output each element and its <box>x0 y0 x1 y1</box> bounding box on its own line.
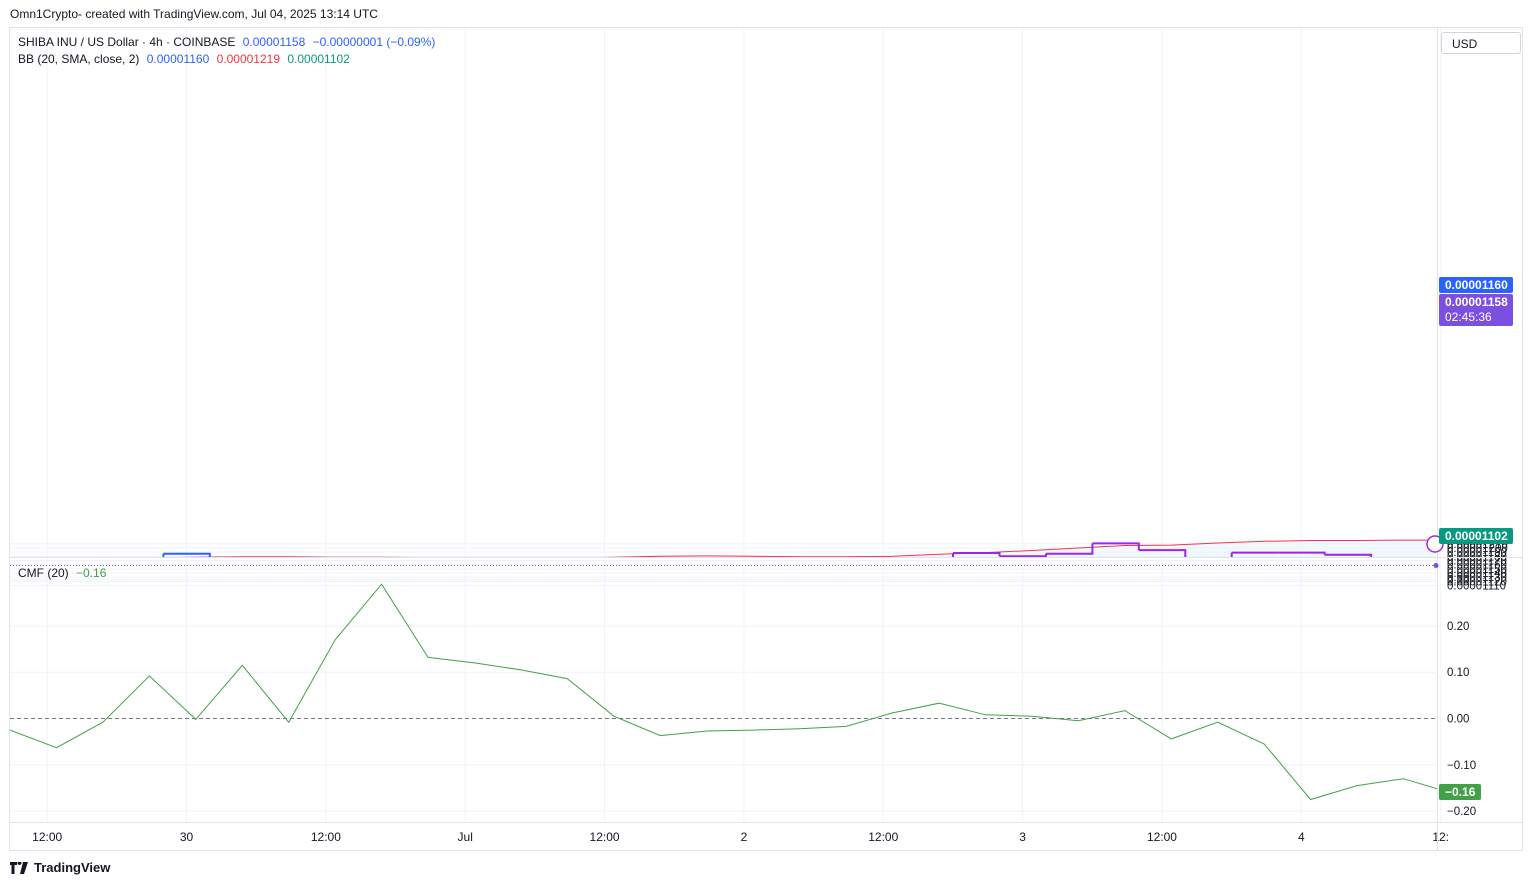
price-tag-bb-lower: 0.00001102 <box>1439 528 1513 544</box>
price-step-segment <box>952 553 954 557</box>
last-price-dot <box>1433 562 1439 568</box>
price-tag-countdown: 02:45:36 <box>1439 309 1513 326</box>
price-axis-label: 0.00001160 <box>1447 560 1507 572</box>
price-step-segment <box>953 552 1001 557</box>
legend-bb-basis: 0.00001160 <box>146 52 210 66</box>
x-tick-label: Jul <box>458 830 473 844</box>
x-tick-label: 3 <box>1019 830 1026 844</box>
bollinger-fill <box>214 540 1437 557</box>
price-axis-label: 0.00001170 <box>1447 555 1507 567</box>
price-axis-label: 0.00001120 <box>1447 576 1507 588</box>
tradingview-logo-icon <box>10 861 28 874</box>
legend-bb-label: BB (20, SMA, close, 2) <box>18 52 140 66</box>
chart-caption: Omn1Crypto- created with TradingView.com… <box>10 7 378 21</box>
price-step-segment <box>1045 543 1094 555</box>
legend-change: −0.00000001 (−0.09%) <box>312 35 436 49</box>
legend-bb-lower: 0.00001102 <box>287 52 350 66</box>
x-tick-label: 12:00 <box>311 830 341 844</box>
cmf-axis-label: 0.20 <box>1447 621 1469 633</box>
tradingview-logo[interactable]: TradingView <box>10 860 110 875</box>
price-axis-label: 0.00001110 <box>1447 581 1506 593</box>
x-tick-label: 12: <box>1432 830 1449 844</box>
price-tag-bb-basis: 0.00001160 <box>1439 277 1513 293</box>
currency-selector[interactable]: USD <box>1441 32 1521 54</box>
legend-cmf-value: −0.16 <box>76 566 107 580</box>
chart-frame <box>9 27 1523 851</box>
x-tick-label: 30 <box>180 830 194 844</box>
price-step-segment <box>163 552 211 557</box>
bb-upper-line <box>178 539 1437 557</box>
price-tag-cmf: −0.16 <box>1439 784 1481 800</box>
x-tick-label: 2 <box>741 830 748 844</box>
price-tag-last: 0.00001158 <box>1439 294 1513 310</box>
cmf-axis-label: 0.00 <box>1447 714 1469 726</box>
legend-last-price: 0.00001158 <box>242 35 306 49</box>
legend-bb-upper: 0.00001219 <box>216 52 280 66</box>
cmf-axis-label: 0.30 <box>1447 575 1469 587</box>
price-step-segment <box>1230 552 1233 557</box>
price-step-segment <box>628 583 674 585</box>
x-tick-label: 12:00 <box>590 830 620 844</box>
cmf-axis-label: −0.20 <box>1447 806 1476 818</box>
axes: 12:00 30 12:00 Jul 12:00 2 12:00 3 12:00 4 12: 0.00… <box>10 28 1522 850</box>
price-step-segment <box>1324 553 1373 557</box>
cmf-axis-label: 0.10 <box>1447 667 1469 679</box>
price-step-segment <box>1092 542 1140 551</box>
x-tick-label: 12:00 <box>868 830 898 844</box>
legend-cmf: CMF (20) −0.16 <box>18 566 112 580</box>
x-tick-label: 12:00 <box>1147 830 1177 844</box>
brand-name: TradingView <box>34 860 111 875</box>
x-tick-label: 12:00 <box>32 830 62 844</box>
legend-symbol: SHIBA INU / US Dollar · 4h · COINBASE <box>18 35 236 49</box>
series-lines <box>10 539 1437 801</box>
price-axis-label: 0.00001150 <box>1447 564 1507 576</box>
price-step-segment <box>1138 549 1187 557</box>
cmf-line <box>10 583 1437 801</box>
price-axis-label: 0.00001200 <box>1447 543 1508 555</box>
legend-bb: BB (20, SMA, close, 2) 0.00001160 0.0000… <box>18 52 356 66</box>
legend-cmf-label: CMF (20) <box>18 566 69 580</box>
price-axis-label: 0.00001190 <box>1447 547 1507 559</box>
price-axis-label: 0.00001130 <box>1447 572 1507 584</box>
price-axis-label: 0.00001140 <box>1447 568 1507 580</box>
legend-main: SHIBA INU / US Dollar · 4h · COINBASE 0.… <box>18 35 441 49</box>
grid <box>10 28 1442 822</box>
price-step-segment <box>814 574 860 575</box>
x-tick-label: 4 <box>1298 830 1305 844</box>
cmf-axis-label: −0.10 <box>1447 760 1476 772</box>
bb-band-fill <box>214 540 1437 557</box>
